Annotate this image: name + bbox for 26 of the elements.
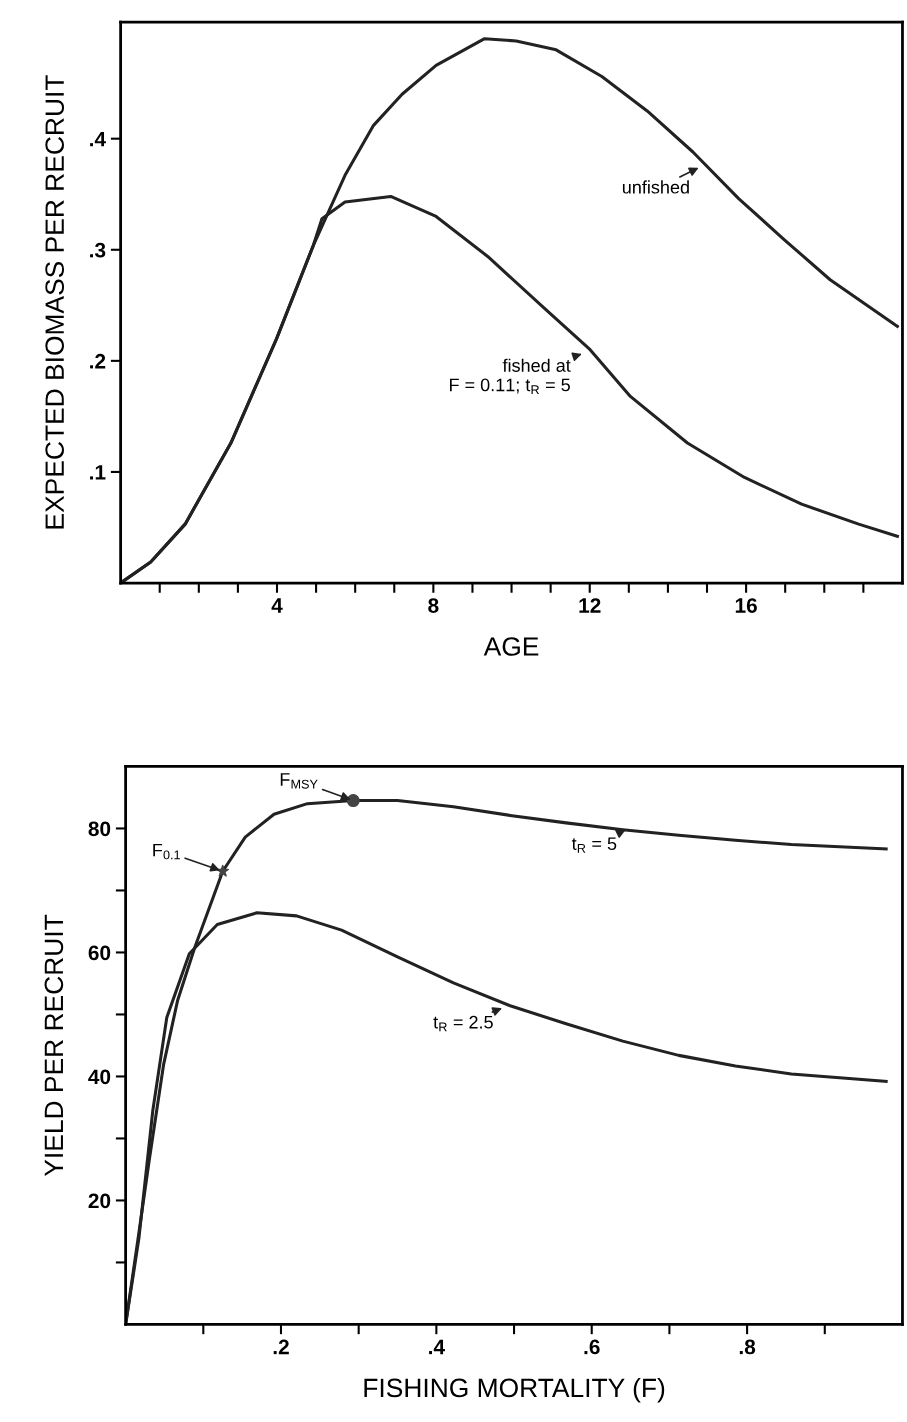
y-tick-label: .2 <box>90 353 106 369</box>
x-tick-label: 8 <box>428 598 439 613</box>
x-tick-label: 4 <box>271 598 283 613</box>
x-tick-label: .4 <box>429 1339 445 1355</box>
x-tick-label: .2 <box>273 1339 289 1355</box>
y-axis-title: EXPECTED BIOMASS PER RECRUIT <box>45 75 65 529</box>
annotation: unfished <box>622 180 689 194</box>
annotation: t$_{R}$ = 5 <box>571 837 617 853</box>
x-tick-label: 12 <box>579 598 601 613</box>
y-tick-label: .1 <box>90 465 106 480</box>
y-axis-title: YIELD PER RECRUIT <box>44 914 64 1177</box>
y-tick-label: 20 <box>88 1193 111 1209</box>
x-tick-label: .6 <box>584 1339 600 1355</box>
y-tick-label: 40 <box>88 1069 111 1085</box>
annotation: F$_{0.1}$ <box>153 843 180 860</box>
y-tick-label: .3 <box>90 242 106 258</box>
x-axis-title: FISHING MORTALITY (F) <box>364 1377 665 1403</box>
y-tick-label: .4 <box>90 131 106 147</box>
annotation: F$_{MSY}$ <box>280 773 318 789</box>
y-tick-label: 80 <box>88 821 111 837</box>
x-tick-label: 16 <box>735 598 757 613</box>
x-tick-label: .8 <box>739 1339 756 1355</box>
x-axis-title: AGE <box>483 637 539 656</box>
y-tick-label: 60 <box>88 945 111 961</box>
annotation: fished at F = 0.11; t$_{R}$ = 5 <box>450 358 571 394</box>
annotation: t$_{R}$ = 2.5 <box>433 1015 493 1032</box>
